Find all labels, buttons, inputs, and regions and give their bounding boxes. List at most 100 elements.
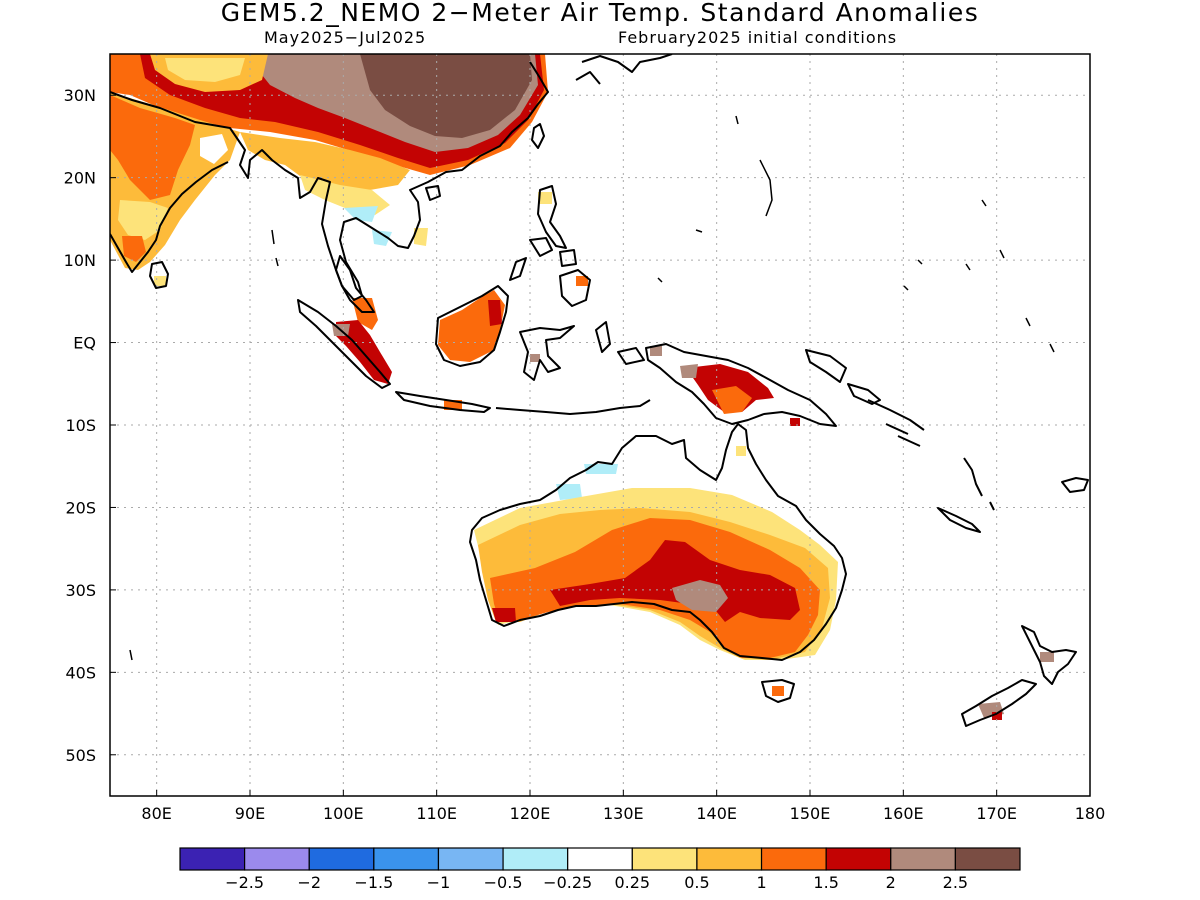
anomaly-region-india-deep-orange — [110, 95, 195, 200]
forecast-period: May2025−Jul2025 — [264, 28, 427, 47]
map-title: GEM5.2_NEMO 2−Meter Air Temp. Standard A… — [220, 0, 980, 27]
coastline-mindanao — [559, 269, 591, 307]
anomaly-region-india-white — [200, 134, 228, 164]
colorbar-swatch — [760, 847, 827, 871]
lat-tick-label: 30N — [64, 86, 96, 105]
anomaly-region-kimberley-cool — [556, 484, 582, 500]
colorbar-label: 0.5 — [684, 873, 709, 892]
coastline-pacific-islands — [657, 115, 1055, 353]
lon-tick-label: 90E — [235, 804, 265, 823]
colorbar-swatch — [308, 847, 375, 871]
anomaly-region-newguinea-west — [650, 346, 662, 356]
coastline-visayas — [509, 237, 577, 281]
coastline-tasmania — [761, 679, 795, 703]
lon-tick-label: 150E — [790, 804, 831, 823]
coastline-borneo — [435, 285, 509, 367]
coastline-asia-mainland — [110, 61, 549, 301]
coastline-taiwan — [531, 123, 545, 149]
coastline-nz-north — [1021, 625, 1077, 685]
colorbar-swatch — [954, 847, 1021, 871]
colorbar-label: −2.5 — [225, 873, 264, 892]
lat-tick-label: 50S — [65, 746, 96, 765]
coastline-vanuatu — [963, 457, 995, 511]
anomaly-region-cambodia-cool — [372, 230, 392, 246]
lat-tick-label: 20S — [65, 498, 96, 517]
longitude-labels: 80E 90E 100E 110E 120E 130E 140E 150E 160E 170E 18… — [141, 790, 1105, 823]
anomaly-fields — [110, 54, 1054, 720]
anomaly-region-york-yellow — [736, 446, 746, 456]
coastline-hainan — [425, 185, 441, 201]
anomaly-region-newguinea-east — [790, 418, 800, 426]
anomaly-region-australia-brown — [672, 580, 728, 612]
colorbar-swatch — [696, 847, 763, 871]
colorbar-label: 1 — [756, 873, 766, 892]
anomaly-region-australia-red — [550, 540, 800, 622]
lon-tick-label: 170E — [976, 804, 1017, 823]
coastline-lesser-sunda — [495, 399, 651, 415]
coastline-sumatra — [297, 299, 391, 389]
anomaly-region-vietnam-yellow — [414, 228, 428, 246]
colorbar-label: 0.25 — [614, 873, 650, 892]
coastline-sulawesi — [519, 325, 575, 381]
lon-tick-label: 100E — [323, 804, 364, 823]
anomaly-region-sulawesi — [530, 354, 540, 362]
coastlines — [110, 54, 1089, 727]
anomaly-region-india-yellow — [118, 200, 168, 240]
coastline-japan — [575, 54, 673, 85]
colorbar-label: 2 — [886, 873, 896, 892]
colorbar-swatch — [244, 847, 310, 871]
coastline-australia — [469, 423, 847, 661]
colorbar-label: −0.25 — [543, 873, 592, 892]
anomaly-region-newguinea-orange — [712, 386, 752, 414]
colorbar-swatch — [631, 847, 698, 871]
lon-tick-label: 80E — [141, 804, 171, 823]
anomaly-region-mindanao — [576, 276, 588, 286]
anomaly-region-sea-yellow — [300, 175, 390, 215]
anomaly-region-borneo-orange — [438, 290, 505, 362]
coastline-new-caledonia — [937, 507, 981, 533]
coastline-new-guinea — [645, 343, 837, 427]
lat-tick-label: 10S — [65, 416, 96, 435]
anomaly-region-nz-north — [1040, 652, 1054, 662]
colorbar-swatch — [373, 847, 440, 871]
lat-tick-label: 40S — [65, 663, 96, 682]
anomaly-region-luzon — [538, 192, 552, 204]
anomaly-region-sea-orange — [240, 132, 410, 190]
coastline-luzon — [537, 185, 567, 249]
coastline-java — [395, 391, 491, 413]
colorbar-swatch — [567, 847, 633, 871]
colorbar-swatch — [825, 847, 892, 871]
grid-lines — [110, 54, 1091, 796]
anomaly-region-tasmania — [772, 686, 784, 696]
lon-tick-label: 140E — [696, 804, 737, 823]
anomaly-region-tibet-yellow — [165, 58, 245, 82]
colorbar-label: −1 — [427, 873, 451, 892]
coastline-andaman — [129, 229, 279, 661]
anomaly-region-newguinea-brown — [680, 364, 698, 378]
lon-tick-label: 110E — [416, 804, 457, 823]
coastline-india — [110, 161, 229, 273]
anomaly-region-australia-red-sw — [492, 608, 516, 622]
coastline-maluku — [595, 321, 645, 365]
colorbar-label: 2.5 — [943, 873, 968, 892]
lat-tick-label: 30S — [65, 581, 96, 600]
colorbar-swatch — [179, 847, 246, 871]
colorbar-label: −1.5 — [354, 873, 393, 892]
lon-tick-label: 160E — [883, 804, 924, 823]
anomaly-region-india-south — [122, 236, 146, 262]
lon-tick-label: 180 — [1075, 804, 1106, 823]
lat-tick-label: EQ — [73, 334, 96, 353]
lat-tick-label: 20N — [64, 169, 96, 188]
colorbar — [179, 847, 1021, 871]
anomaly-region-sri-lanka — [154, 276, 166, 286]
lat-tick-label: 10N — [64, 251, 96, 270]
colorbar-label: 1.5 — [813, 873, 838, 892]
latitude-labels: 30N 20N 10N EQ 10S 20S 30S 40S 50S — [64, 86, 116, 765]
lon-tick-label: 130E — [603, 804, 644, 823]
colorbar-swatch — [437, 847, 504, 871]
colorbar-labels: −2.5 −2 −1.5 −1 −0.5 −0.25 0.25 0.5 1 1.5 2 2.5 — [225, 873, 968, 892]
colorbar-swatch — [502, 847, 569, 871]
lon-tick-label: 120E — [510, 804, 551, 823]
anomaly-region-borneo-red — [488, 300, 502, 326]
